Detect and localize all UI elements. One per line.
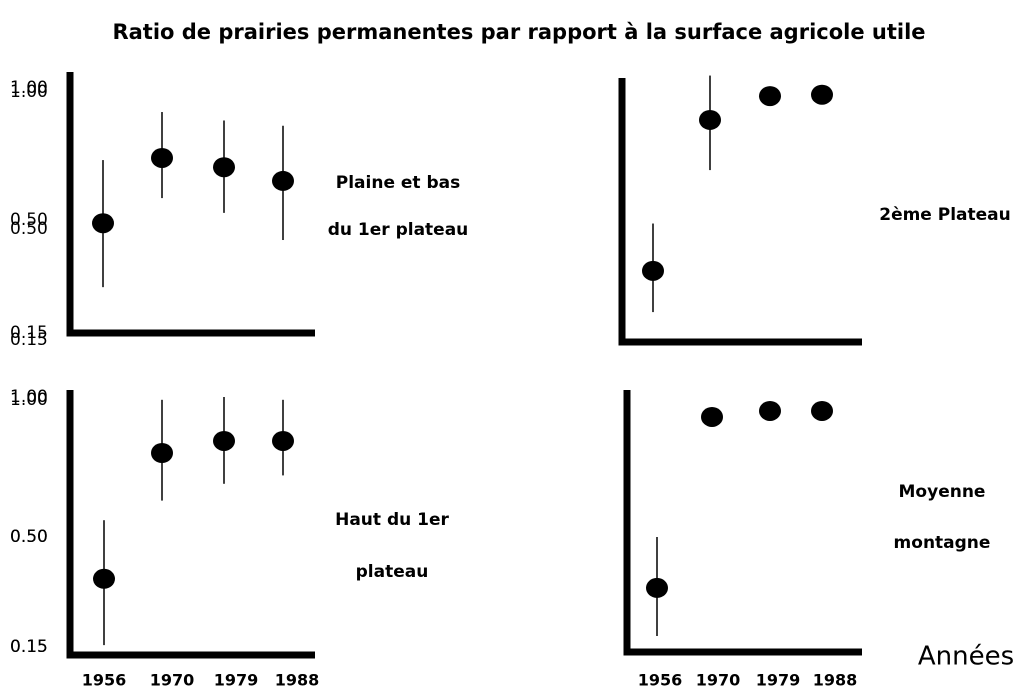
panel-label: 2ème Plateau xyxy=(879,205,1011,225)
y-tick-label: 0.50 xyxy=(10,527,48,547)
x-tick-label: 1956 xyxy=(638,671,683,690)
point xyxy=(151,147,173,168)
y-tick-label: 1.00 xyxy=(10,390,48,410)
x-tick-label: 1979 xyxy=(214,671,259,690)
point xyxy=(213,430,235,451)
y-tick-label: 0.50 xyxy=(10,210,48,230)
panel-label: du 1er plateau xyxy=(328,220,469,240)
y-tick-label: 0.50 xyxy=(10,527,48,547)
x-tick-label: 1988 xyxy=(275,671,320,690)
x-tick-label: 1979 xyxy=(756,671,801,690)
x-tick-label: 1988 xyxy=(813,671,858,690)
point xyxy=(151,443,173,463)
y-tick-label: 0.15 xyxy=(10,330,48,350)
y-tick-label: 1.00 xyxy=(10,82,48,102)
x-axis-label: Années xyxy=(918,642,1014,672)
point xyxy=(642,260,664,281)
figure-title: Ratio de prairies permanentes par rappor… xyxy=(112,20,925,44)
axes xyxy=(66,72,315,337)
point xyxy=(701,406,723,427)
y-tick-label: 1.00 xyxy=(10,78,48,98)
y-tick-label: 0.15 xyxy=(10,637,48,657)
point xyxy=(759,400,781,421)
x-tick-label: 1956 xyxy=(82,671,127,690)
axes xyxy=(618,78,862,346)
point xyxy=(646,577,668,598)
point xyxy=(272,170,294,191)
x-tick-label: 1970 xyxy=(150,671,195,690)
y-tick-label: 1.00 xyxy=(10,387,48,407)
point xyxy=(699,109,721,130)
y-tick-label: 0.50 xyxy=(10,219,48,239)
point xyxy=(272,430,294,451)
y-tick-label: 0.15 xyxy=(10,323,48,343)
panel-label: Moyenne xyxy=(899,482,986,502)
panel-label: montagne xyxy=(894,533,991,553)
y-tick-label: 0.15 xyxy=(10,637,48,657)
point xyxy=(92,213,114,234)
point xyxy=(759,86,781,107)
axes xyxy=(66,390,315,659)
point xyxy=(213,157,235,178)
point xyxy=(93,568,115,589)
point xyxy=(811,400,833,421)
panel-label: Plaine et bas xyxy=(336,173,460,193)
panel-label: Haut du 1er xyxy=(335,510,449,530)
axes xyxy=(623,390,862,656)
x-tick-label: 1970 xyxy=(696,671,741,690)
panel-label: plateau xyxy=(356,562,429,582)
point xyxy=(811,84,833,105)
